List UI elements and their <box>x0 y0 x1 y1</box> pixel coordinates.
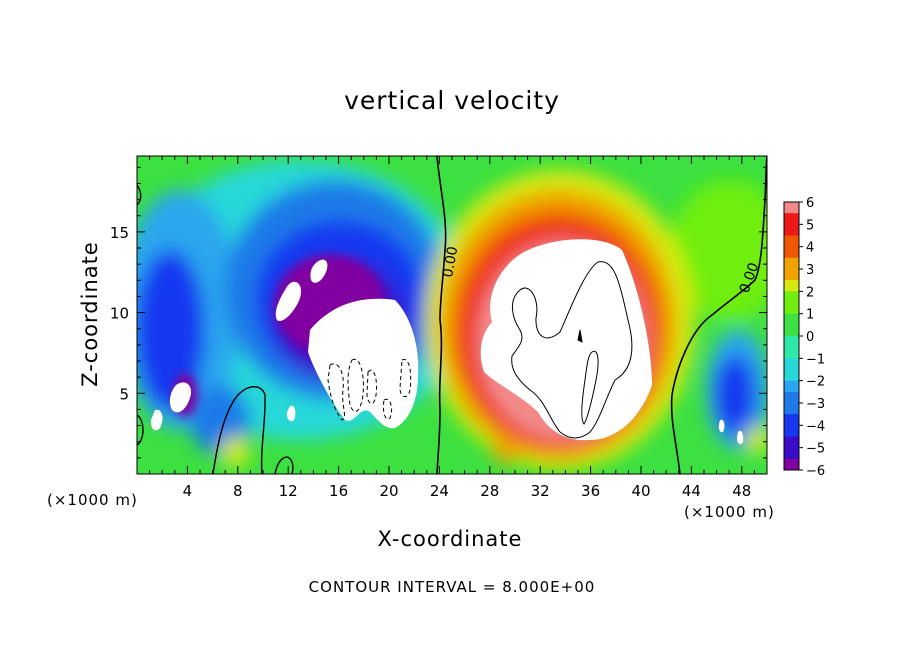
field-region <box>715 355 755 435</box>
x-tick-label: 8 <box>233 482 243 500</box>
field-region <box>746 426 767 454</box>
x-tick-label: 28 <box>480 482 499 500</box>
y-tick-label: 15 <box>110 224 129 242</box>
colorbar-swatch <box>784 202 799 214</box>
colorbar-tick-label: 3 <box>806 263 814 278</box>
colorbar-swatch <box>784 224 799 236</box>
colorbar-swatch <box>784 257 799 270</box>
negative-contour <box>383 398 393 420</box>
colorbar-swatch <box>784 246 799 259</box>
colorbar-swatch <box>784 458 799 471</box>
colorbar-swatch <box>784 447 799 460</box>
zero-contour <box>137 414 144 446</box>
field-saturated-core <box>737 430 744 445</box>
x-axis: 4 8 12 16 20 24 28 32 36 40 44 48 <box>149 156 755 500</box>
x-tick-label: 24 <box>430 482 449 500</box>
y-axis-label: Z-coordinate <box>78 241 102 387</box>
x-unit-label-right: (×1000 m) <box>684 503 775 521</box>
velocity-field <box>137 156 767 474</box>
colorbar-swatch <box>784 280 799 292</box>
colorbar-tick-label: −5 <box>806 442 825 457</box>
x-tick-label: 48 <box>732 482 751 500</box>
colorbar-swatch <box>784 302 799 315</box>
field-saturated-core <box>286 405 296 422</box>
field-region <box>670 180 767 320</box>
colorbar: 6 5 4 3 2 1 0 −1 −2 −3 −4 −5 −6 <box>783 196 825 479</box>
zero-contour <box>274 456 294 474</box>
colorbar-swatch <box>784 291 799 303</box>
field-region <box>221 436 249 468</box>
colorbar-swatch <box>784 403 799 415</box>
colorbar-tick-label: 1 <box>806 308 814 323</box>
colorbar-swatch <box>784 269 799 281</box>
positive-contour <box>581 350 599 425</box>
colorbar-swatch <box>784 213 799 225</box>
x-tick-label: 20 <box>379 482 398 500</box>
colorbar-tick-label: 4 <box>806 241 814 256</box>
x-tick-label: 16 <box>329 482 348 500</box>
colorbar-swatch <box>784 380 799 393</box>
colorbar-tick-label: −2 <box>806 375 825 390</box>
colorbar-tick-label: −6 <box>806 464 825 479</box>
x-tick-label: 40 <box>631 482 650 500</box>
field-saturated-core <box>169 382 192 413</box>
colorbar-swatch <box>784 436 799 449</box>
y-tick-label: 5 <box>119 385 129 403</box>
contour-label: 0.00 <box>440 245 461 278</box>
zero-contour <box>137 184 142 206</box>
positive-contour <box>577 329 583 343</box>
x-unit-label-left: (×1000 m) <box>47 491 138 509</box>
zero-contour <box>212 386 266 474</box>
field-saturated-core <box>308 298 419 429</box>
negative-contour <box>399 359 412 397</box>
colorbar-tick-label: −3 <box>806 397 825 412</box>
colorbar-tick-label: 2 <box>806 285 814 300</box>
colorbar-tick-label: 6 <box>806 196 814 211</box>
positive-contour <box>511 261 633 439</box>
field-region <box>493 436 517 464</box>
y-tick-label: 10 <box>110 305 129 323</box>
zero-contour <box>436 156 447 474</box>
negative-contour <box>347 358 364 413</box>
field-region <box>137 250 205 410</box>
colorbar-swatch <box>784 336 799 348</box>
colorbar-swatch <box>784 235 799 248</box>
colorbar-swatch <box>784 313 799 326</box>
x-axis-label: X-coordinate <box>377 527 523 551</box>
colorbar-tick-label: −1 <box>806 352 825 367</box>
field-saturated-core <box>150 409 163 431</box>
colorbar-swatch <box>784 414 799 426</box>
colorbar-swatch <box>784 347 799 359</box>
x-tick-label: 44 <box>682 482 701 500</box>
field-saturated-core <box>310 259 328 283</box>
colorbar-tick-label: 0 <box>806 330 814 345</box>
colorbar-swatch <box>784 425 799 437</box>
field-saturated-core <box>480 239 652 441</box>
negative-contour <box>366 369 377 405</box>
chart-title: vertical velocity <box>344 86 560 115</box>
x-tick-label: 12 <box>279 482 298 500</box>
colorbar-tick-label: 5 <box>806 218 814 233</box>
colorbar-swatch <box>784 324 799 337</box>
x-tick-label: 4 <box>183 482 193 500</box>
colorbar-swatch <box>784 358 799 370</box>
y-axis: 5 10 15 <box>110 166 767 459</box>
x-tick-label: 36 <box>581 482 600 500</box>
contour-interval-note: CONTOUR INTERVAL = 8.000E+00 <box>308 578 596 596</box>
colorbar-swatch <box>784 369 799 382</box>
colorbar-swatch <box>784 391 799 404</box>
x-tick-label: 32 <box>531 482 550 500</box>
field-saturated-core <box>275 281 302 321</box>
colorbar-tick-label: −4 <box>806 419 825 434</box>
field-saturated-core <box>718 419 725 433</box>
